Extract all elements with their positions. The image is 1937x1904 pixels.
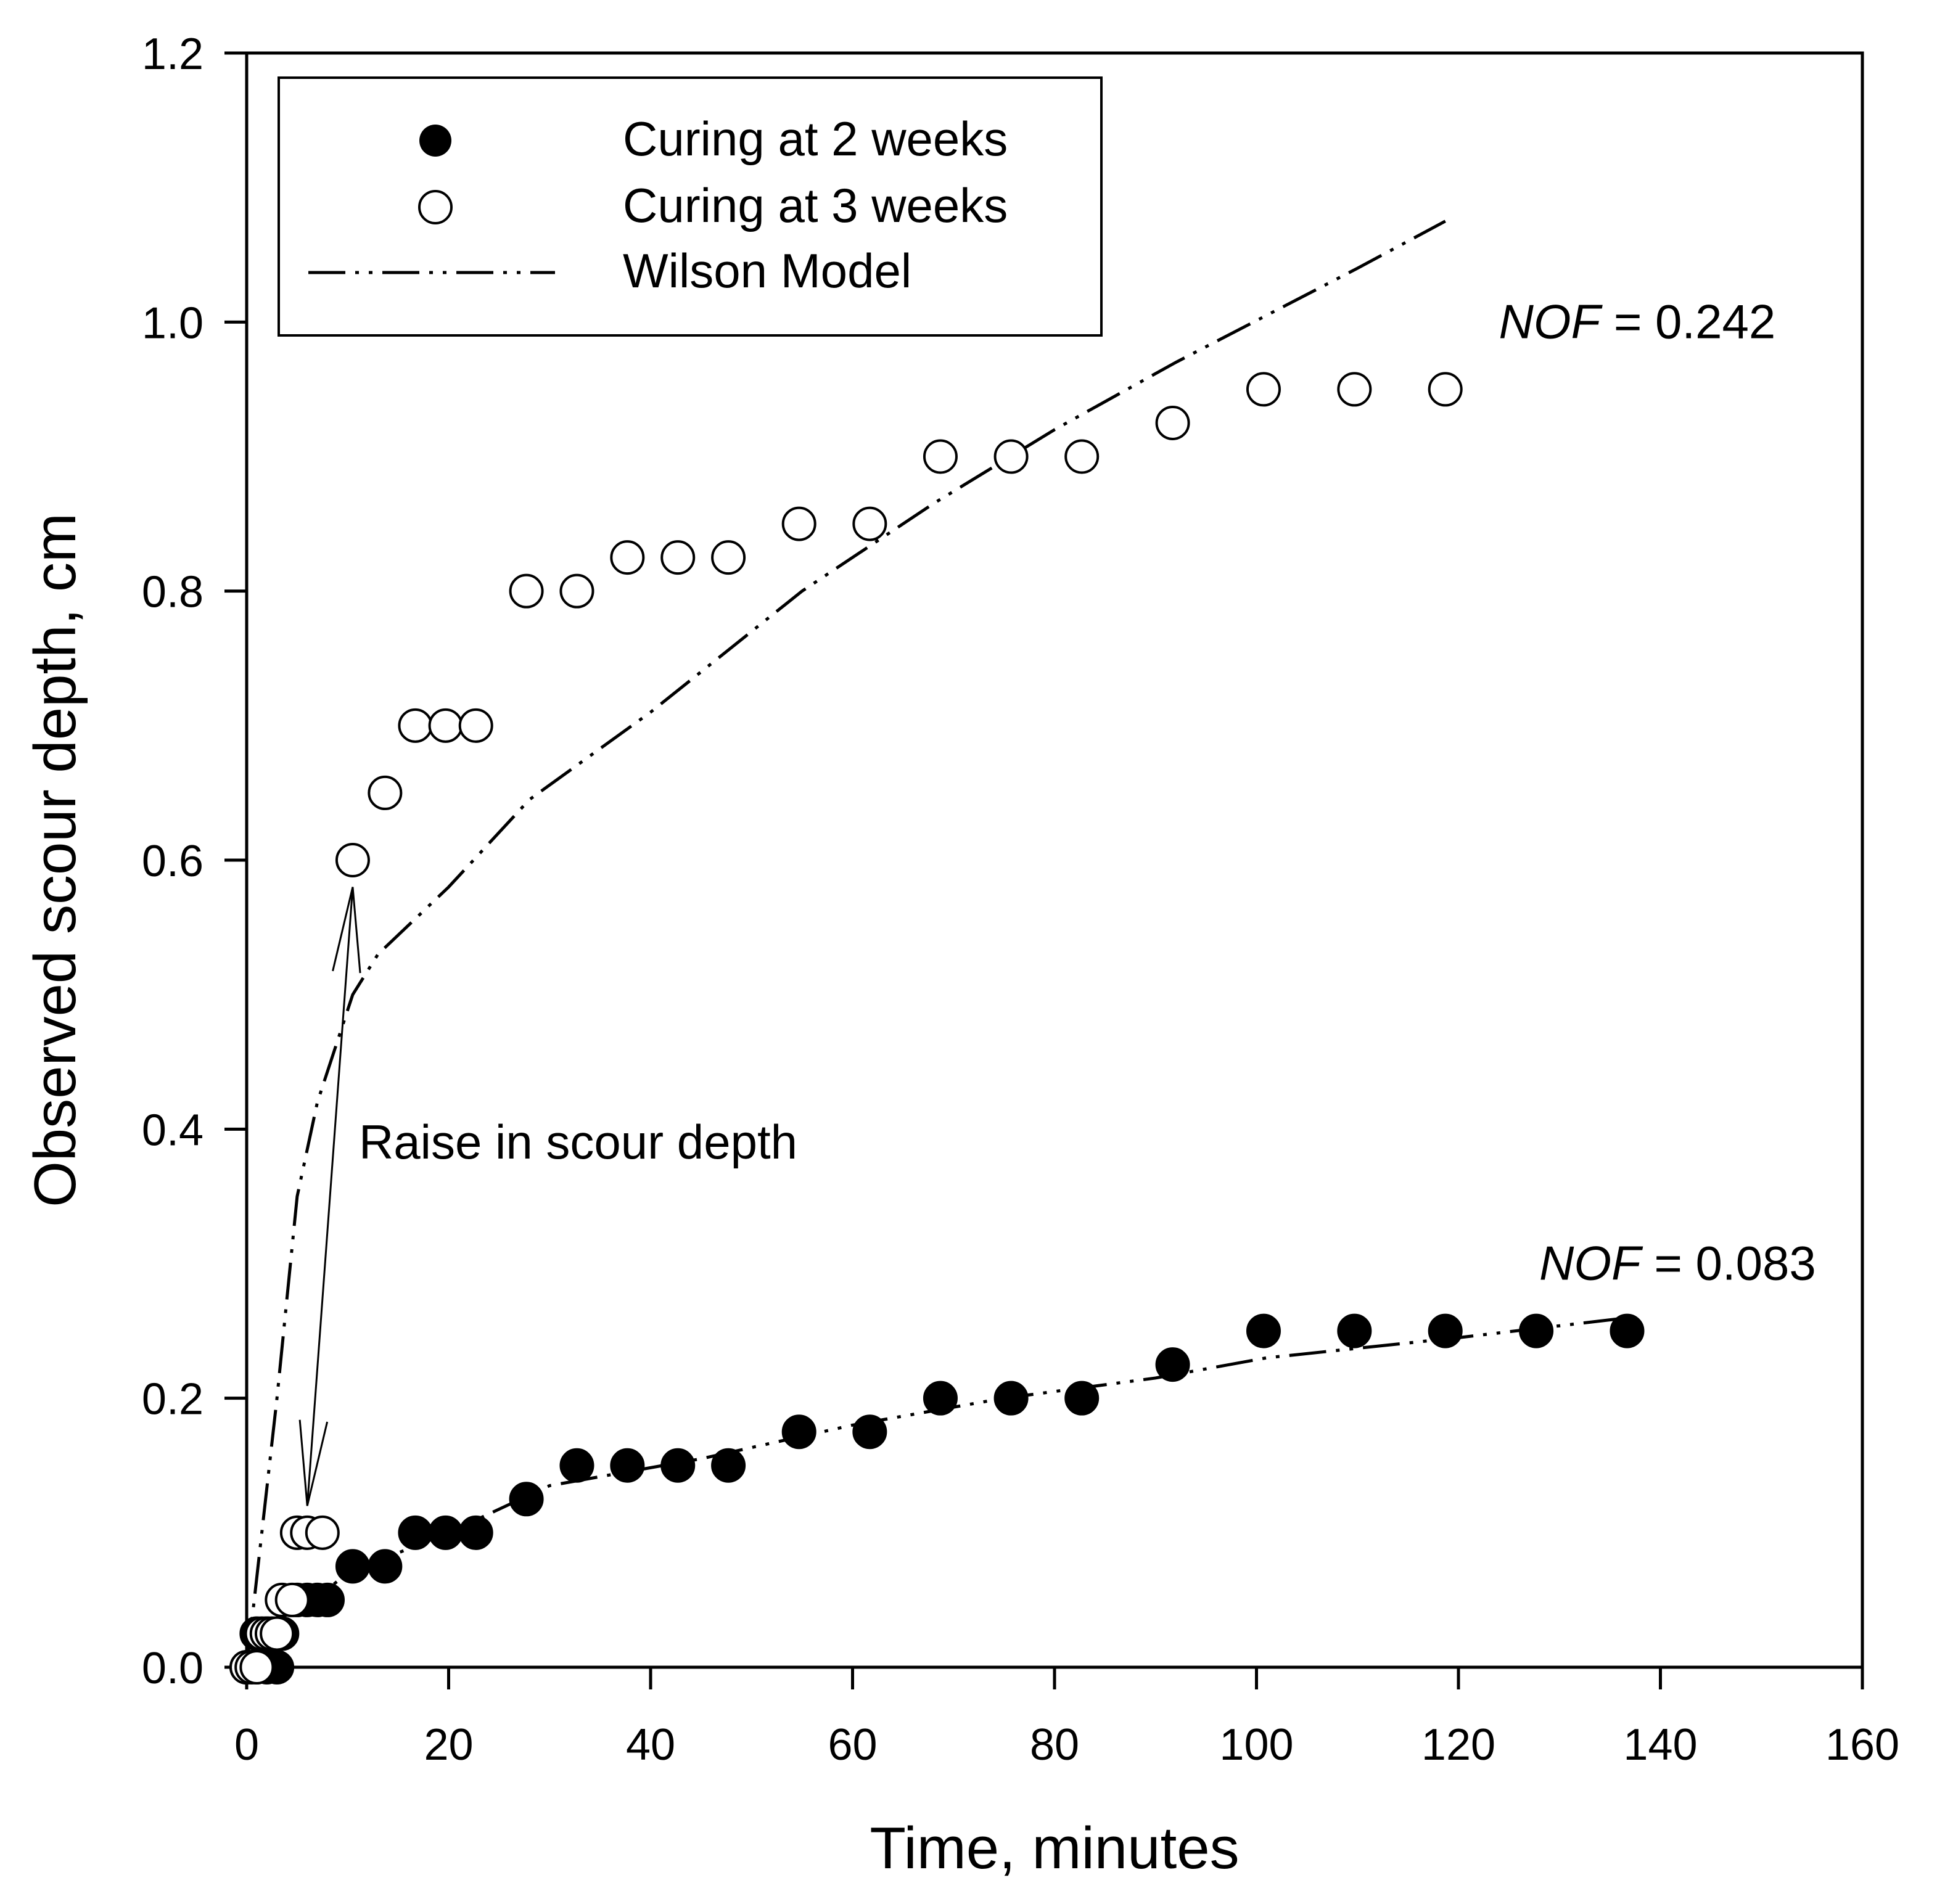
x-tick-label: 0: [234, 1720, 259, 1770]
point-2-weeks: [711, 1448, 746, 1483]
nof-italic: NOF: [1539, 1236, 1643, 1291]
point-2-weeks: [1610, 1313, 1645, 1348]
legend-marker-open: [418, 190, 453, 224]
wilson-model-line: [245, 220, 1446, 1668]
point-3-weeks: [239, 1650, 274, 1684]
point-3-weeks: [458, 708, 493, 743]
point-2-weeks: [993, 1381, 1029, 1416]
point-2-weeks: [1337, 1313, 1372, 1348]
legend-label: Curing at 2 weeks: [623, 112, 1008, 166]
y-axis-label: Observed scour depth, cm: [22, 513, 88, 1207]
nof-value: = 0.242: [1600, 294, 1775, 348]
point-3-weeks: [1428, 372, 1463, 407]
x-tick-label: 140: [1623, 1720, 1697, 1770]
x-axis-label: Time, minutes: [870, 1815, 1239, 1881]
point-2-weeks: [428, 1515, 463, 1550]
point-2-weeks: [1155, 1347, 1190, 1382]
point-2-weeks: [310, 1582, 345, 1617]
point-2-weeks: [335, 1549, 370, 1584]
point-2-weeks: [781, 1414, 816, 1450]
nof-italic: NOF: [1499, 294, 1603, 348]
y-tick-label: 1.2: [142, 30, 204, 79]
y-tick-label: 0.8: [142, 568, 204, 617]
point-3-weeks: [1064, 439, 1100, 474]
point-3-weeks: [559, 573, 594, 609]
point-3-weeks: [368, 775, 403, 810]
point-2-weeks: [923, 1381, 958, 1416]
y-tick-label: 0.4: [142, 1106, 204, 1155]
point-3-weeks: [260, 1616, 295, 1651]
x-tick-label: 20: [424, 1720, 473, 1770]
point-3-weeks: [274, 1582, 310, 1617]
point-2-weeks: [1064, 1381, 1100, 1416]
point-2-weeks: [458, 1515, 493, 1550]
legend: Curing at 2 weeks Curing at 3 weeks Wils…: [278, 76, 1103, 337]
raise-annotation: Raise in scour depth: [359, 1115, 797, 1169]
point-3-weeks: [1155, 405, 1190, 440]
point-2-weeks: [559, 1448, 594, 1483]
y-tick-label: 1.0: [142, 298, 204, 348]
y-tick-label: 0.0: [142, 1644, 204, 1693]
arrow-head-up-icon: [332, 887, 361, 974]
point-2-weeks: [660, 1448, 696, 1483]
point-2-weeks: [610, 1448, 645, 1483]
point-3-weeks: [993, 439, 1029, 474]
point-3-weeks: [335, 843, 370, 877]
point-3-weeks: [398, 708, 433, 743]
point-3-weeks: [1246, 372, 1281, 407]
legend-label: Wilson Model: [623, 244, 911, 298]
point-3-weeks: [660, 540, 696, 575]
point-2-weeks: [368, 1549, 403, 1584]
legend-marker-filled: [419, 125, 451, 157]
point-3-weeks: [610, 540, 645, 575]
x-tick-label: 160: [1825, 1720, 1899, 1770]
point-3-weeks: [852, 506, 887, 541]
x-tick-label: 100: [1219, 1720, 1293, 1770]
arrow-head-down-icon: [298, 1419, 329, 1506]
x-tick-label: 80: [1030, 1720, 1079, 1770]
point-3-weeks: [923, 439, 958, 474]
point-3-weeks: [711, 540, 746, 575]
point-3-weeks: [509, 573, 544, 609]
wilson-model-line: [245, 1316, 1631, 1668]
point-2-weeks: [509, 1482, 544, 1517]
point-2-weeks: [1428, 1313, 1463, 1348]
point-2-weeks: [398, 1515, 433, 1550]
point-2-weeks: [852, 1414, 887, 1450]
nof-lower-label: NOF = 0.083: [1539, 1236, 1816, 1291]
point-3-weeks: [781, 506, 816, 541]
point-3-weeks: [305, 1515, 340, 1550]
raise-arrow: [306, 887, 354, 1506]
point-3-weeks: [1337, 372, 1372, 407]
point-3-weeks: [428, 708, 463, 743]
y-tick-label: 0.6: [142, 837, 204, 886]
point-2-weeks: [1519, 1313, 1554, 1348]
y-tick-label: 0.2: [142, 1375, 204, 1424]
legend-box: [278, 76, 1103, 337]
nof-value: = 0.083: [1641, 1236, 1816, 1291]
x-tick-label: 120: [1421, 1720, 1495, 1770]
nof-upper-label: NOF = 0.242: [1499, 294, 1776, 348]
x-tick-label: 60: [828, 1720, 877, 1770]
point-2-weeks: [1246, 1313, 1281, 1348]
legend-label: Curing at 3 weeks: [623, 178, 1008, 232]
x-tick-label: 40: [626, 1720, 675, 1770]
